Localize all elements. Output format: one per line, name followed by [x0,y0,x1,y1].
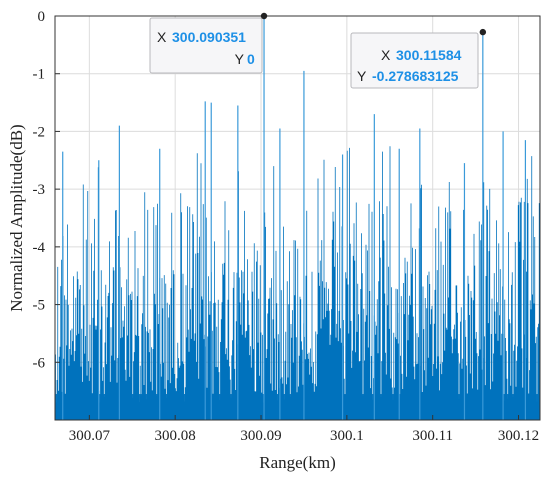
x-axis-label: Range(km) [259,453,335,472]
x-tick-label: 300.08 [155,428,196,444]
data-tip-1-y-value: 0 [247,51,255,67]
data-tip-2-y-label: Y [357,68,367,84]
data-tip-1[interactable]: X 300.090351 Y 0 [149,17,263,74]
x-tick-label: 300.11 [412,428,453,444]
x-tick-label: 300.1 [330,428,364,444]
y-tick-label: -4 [33,240,46,256]
x-axis-ticks: 300.07 300.08 300.09 300.1 300.11 300.12 [69,415,539,444]
noise-floor [55,146,540,420]
x-tick-label: 300.09 [240,428,281,444]
y-tick-label: -5 [33,298,46,314]
data-tip-2[interactable]: X 300.11584 Y -0.278683125 [350,32,479,89]
data-tip-1-box [149,17,263,74]
noise-base [55,394,540,420]
plot-area-frame [54,15,541,421]
data-tip-2-box [350,32,479,89]
y-tick-label: 0 [38,9,46,25]
data-tip-1-x-value: 300.090351 [172,29,246,45]
x-tick-label: 300.07 [69,428,111,444]
data-tip-2-x-value: 300.11584 [396,47,462,63]
x-tick-label: 300.12 [498,428,539,444]
data-tip-2-y-value: -0.278683125 [372,68,459,84]
noise-spikes [55,146,540,420]
data-tip-1-x-label: X [157,29,167,45]
peak-lines [62,16,527,420]
y-axis-ticks: 0 -1 -2 -3 -4 -5 -6 [33,9,60,371]
data-tip-2-marker[interactable] [479,28,487,36]
data-tip-1-marker[interactable] [260,12,268,20]
y-tick-label: -3 [33,182,46,198]
y-axis-label: Normalized Amplitude(dB) [7,124,26,311]
y-tick-label: -2 [33,124,46,140]
y-tick-label: -1 [33,67,46,83]
y-tick-label: -6 [33,355,46,371]
data-tip-2-x-label: X [381,47,391,63]
data-tip-1-y-label: Y [235,51,245,67]
